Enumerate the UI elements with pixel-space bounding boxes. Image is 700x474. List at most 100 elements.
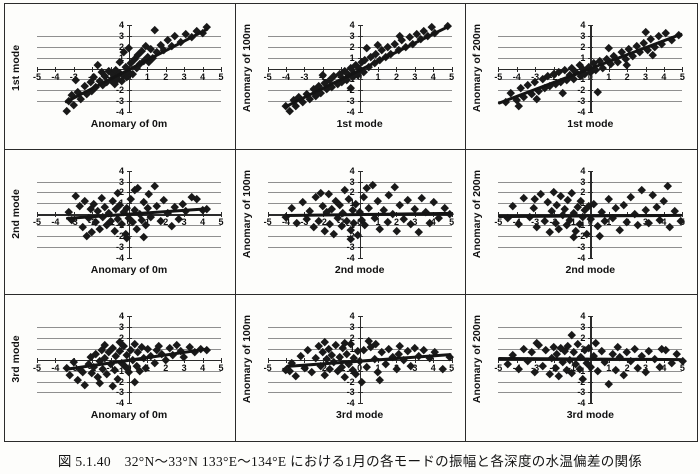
data-point <box>414 227 423 236</box>
data-point <box>324 189 333 198</box>
axis-tick <box>588 192 594 194</box>
axis-tick <box>127 192 132 194</box>
axis-tick <box>127 25 132 26</box>
tick-label: -2 <box>115 376 124 387</box>
tick-label: 2 <box>393 217 399 228</box>
axis-tick <box>147 357 149 363</box>
axis-tick <box>588 403 594 405</box>
tick-label: -3 <box>69 217 78 228</box>
tick-label: -4 <box>346 398 355 409</box>
tick-label: 3 <box>412 362 418 373</box>
tick-label: 3 <box>349 176 355 187</box>
axis-tick <box>267 357 269 363</box>
x-axis-title: Anomary of 0m <box>90 409 168 422</box>
axis-tick <box>357 170 363 172</box>
axis-tick <box>588 46 594 48</box>
axis-tick <box>588 327 594 329</box>
data-point <box>593 87 602 96</box>
axis-tick <box>535 66 537 72</box>
data-point <box>317 188 325 197</box>
tick-label: -4 <box>577 252 586 263</box>
tick-label: 1 <box>349 52 355 63</box>
axis-tick <box>286 66 288 72</box>
tick-label: -3 <box>527 363 543 373</box>
axis-tick <box>357 25 363 26</box>
tick-label: -3 <box>346 387 355 398</box>
axis-tick <box>37 212 38 218</box>
axis-tick <box>414 66 416 72</box>
tick-label: 2 <box>163 217 169 228</box>
x-axis-title: 1st mode <box>336 118 383 130</box>
tick-label: -5 <box>494 217 503 228</box>
axis-tick <box>73 66 75 72</box>
axis-tick <box>357 35 363 37</box>
tick-label: 4 <box>580 165 586 176</box>
axis-tick <box>396 66 398 72</box>
data-point <box>320 226 329 235</box>
tick-label: -3 <box>577 96 586 107</box>
axis-tick <box>37 357 38 363</box>
axis-tick <box>55 66 57 72</box>
tick-label: 2 <box>118 41 124 52</box>
tick-label: 1 <box>375 71 381 82</box>
axis-tick <box>184 357 186 363</box>
tick-label: 0 <box>121 363 137 373</box>
data-point <box>536 189 545 198</box>
axis-tick <box>414 357 416 363</box>
tick-label: 5 <box>449 71 455 82</box>
axis-tick <box>357 203 363 205</box>
tick-label: 0 <box>582 72 598 82</box>
data-point <box>626 192 635 201</box>
data-point <box>549 187 558 196</box>
data-point <box>363 43 371 52</box>
axis-tick <box>127 403 132 405</box>
tick-label: 1 <box>349 343 355 354</box>
tick-label: -4 <box>346 252 355 263</box>
tick-label: 1 <box>370 363 386 373</box>
data-point <box>139 233 148 241</box>
y-axis-title: Anomary of 200m <box>471 23 484 113</box>
x-axis-title: 3rd mode <box>336 409 384 422</box>
data-point <box>531 195 540 203</box>
data-point <box>130 377 139 386</box>
data-point <box>298 198 307 207</box>
tick-label: -3 <box>531 217 540 228</box>
tick-label: 3 <box>181 217 187 228</box>
axis-tick <box>498 357 500 363</box>
axis-tick <box>127 338 132 340</box>
x-axis-title: 1st mode <box>567 118 614 130</box>
tick-label: 3 <box>643 71 649 82</box>
data-point <box>361 221 370 229</box>
tick-label: 3 <box>349 30 355 41</box>
tick-label: 4 <box>200 362 206 373</box>
data-point <box>403 347 412 356</box>
axis-tick <box>663 66 665 72</box>
axis-tick <box>516 357 518 363</box>
axis-tick <box>357 403 363 405</box>
axis-tick <box>357 46 363 48</box>
tick-label: 1 <box>606 217 612 228</box>
axis-tick <box>357 327 363 329</box>
axis-tick <box>588 370 594 372</box>
axis-tick <box>322 66 324 72</box>
x-axis-title: 2nd mode <box>334 263 385 276</box>
axis-tick <box>221 357 222 363</box>
data-point <box>62 107 71 115</box>
data-point <box>630 345 639 353</box>
tick-label: 4 <box>661 217 667 228</box>
y-axis-title: 3rd mode <box>10 335 22 383</box>
data-point <box>604 195 613 203</box>
axis-tick <box>357 112 363 113</box>
tick-label: 2 <box>393 71 399 82</box>
tick-label: 1 <box>606 71 612 82</box>
tick-label: -2 <box>318 217 327 228</box>
tick-label: -4 <box>282 217 291 228</box>
axis-tick <box>147 66 149 72</box>
axis-tick <box>645 66 647 72</box>
